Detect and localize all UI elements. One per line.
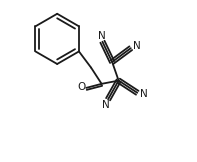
Text: N: N <box>102 100 110 110</box>
Text: N: N <box>98 31 105 40</box>
Text: O: O <box>78 82 86 92</box>
Text: N: N <box>133 41 141 51</box>
Text: N: N <box>139 89 147 99</box>
